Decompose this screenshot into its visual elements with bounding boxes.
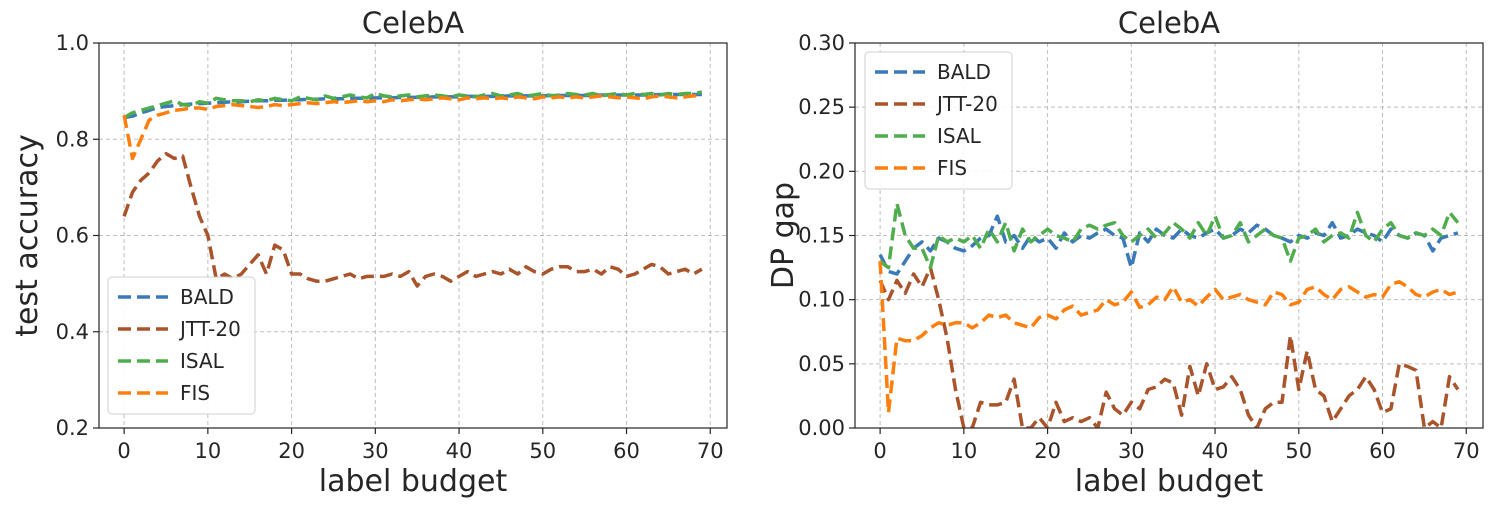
y-tick-label: 0.10 [798,288,845,312]
x-axis-label: label budget [1075,464,1264,499]
series-line-fis [878,261,1459,415]
series-line-isal [879,201,1460,270]
x-tick-label: 60 [613,439,640,463]
y-tick-label: 1.0 [56,31,89,55]
x-tick-label: 0 [873,439,886,463]
x-tick-label: 60 [1369,439,1396,463]
x-tick-label: 20 [278,439,305,463]
series-group [878,201,1460,428]
x-axis-label: label budget [319,464,508,499]
x-tick-label: 0 [117,439,130,463]
legend-box [107,276,256,415]
x-tick-label: 10 [950,439,977,463]
series-line-isal [123,90,703,120]
x-tick-label: 40 [1202,439,1229,463]
y-tick-label: 0.05 [798,352,845,376]
x-tick-label: 40 [446,439,473,463]
x-tick-label: 20 [1034,439,1061,463]
x-tick-label: 70 [697,439,724,463]
x-tick-label: 50 [1285,439,1312,463]
legend: BALD JTT-20 ISAL FIS [864,51,1013,190]
x-tick-label: 30 [362,439,389,463]
legend-entry-label: FIS [937,156,967,180]
x-tick-label: 50 [529,439,556,463]
y-tick-label: 0.8 [56,127,89,151]
y-tick-label: 0.15 [798,224,845,248]
legend-box [864,51,1013,190]
series-line-fis [122,94,702,161]
legend-entry-label: ISAL [180,349,225,373]
chart-title: CelebA [362,6,464,40]
y-tick-label: 0.25 [798,95,845,119]
legend: BALD JTT-20 ISAL FIS [107,276,256,415]
series-group [122,90,703,288]
legend-entry-label: FIS [180,381,210,405]
y-axis-label: test accuracy [10,134,45,337]
chart-title: CelebA [1118,6,1220,40]
y-tick-label: 0.6 [56,224,89,248]
y-tick-label: 0.00 [798,416,845,440]
legend-entry-label: BALD [180,285,234,309]
legend-entry-label: BALD [937,60,991,84]
y-axis-label: DP gap [766,182,801,289]
x-tick-label: 70 [1453,439,1480,463]
right-panel-dp-gap: 0 10 20 30 40 50 60 70 0.00 0.05 0.10 0.15 0.20 0.25 0… [766,6,1484,499]
y-tick-label: 0.20 [798,159,845,183]
legend-entry-label: ISAL [937,124,982,148]
left-panel-accuracy: 0 10 20 30 40 50 60 70 0.2 0.4 0.6 0.8 1.0 CelebA labe… [10,6,728,499]
legend-entry-label: JTT-20 [935,92,998,116]
series-line-bald [878,214,1459,276]
legend-entry-label: JTT-20 [178,317,241,341]
x-tick-label: 30 [1118,439,1145,463]
y-tick-label: 0.2 [56,416,89,440]
y-tick-label: 0.4 [56,320,89,344]
y-tick-label: 0.30 [798,31,845,55]
series-line-jtt-20 [122,151,703,288]
x-tick-label: 10 [194,439,221,463]
series-line-jtt-20 [878,265,1460,428]
